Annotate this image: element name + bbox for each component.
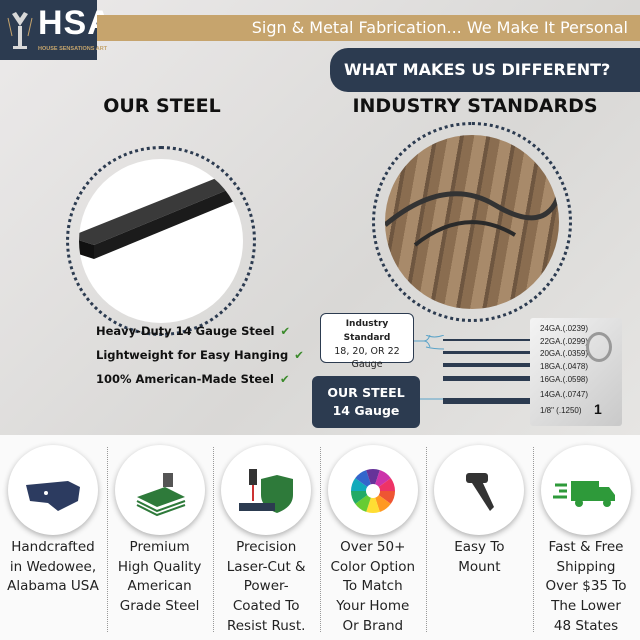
feature-item: Premium High Quality American Grade Steel <box>107 435 213 640</box>
feature-line: Laser-Cut & <box>226 558 306 575</box>
thin-sign-image <box>385 135 559 309</box>
feature-line: Easy To <box>454 539 505 555</box>
feature-line: Over $35 To <box>545 578 627 595</box>
gauge-label: 16GA.(.0598) <box>540 375 589 384</box>
gauge-label: 14GA.(.0747) <box>540 390 589 399</box>
divider <box>213 447 215 632</box>
feature-line: in Wedowee, <box>9 558 97 575</box>
divider <box>533 447 534 632</box>
torch-icon <box>7 12 33 49</box>
feature-line: Over 50+ <box>340 539 406 555</box>
gauge-card: 24GA.(.0239) 22GA.(.0299) 20GA.(.0359) 1… <box>530 318 622 426</box>
gauge-bar <box>443 351 533 354</box>
feature-line: Color Option <box>330 558 416 575</box>
divider <box>106 447 108 632</box>
feature-line: Or Brand <box>342 617 404 634</box>
feature-line: Fast & Free <box>548 539 624 555</box>
industry-standard-box: Industry Standard 18, 20, OR 22 Gauge <box>320 313 414 370</box>
connector-lines <box>414 335 444 400</box>
steel-sheets-icon <box>136 473 185 517</box>
feature-text: Handcrafted in Wedowee, Alabama USA <box>0 538 106 597</box>
gauge-bar <box>443 363 533 367</box>
feature-icon-circle <box>114 445 205 535</box>
feature-item: Over 50+ Color Option To Match Your Home Or … <box>320 435 426 640</box>
gauge-label: 20GA.(.0359) <box>540 349 589 358</box>
logo-subtitle: HOUSE SENSATIONS ART <box>38 46 108 52</box>
dotted-ring <box>372 122 572 322</box>
steel-bar-image <box>79 159 243 323</box>
bullet-item: Heavy-Duty 14 Gauge Steel ✔ <box>96 324 290 338</box>
our-steel-title: OUR STEEL <box>103 95 221 117</box>
feature-icon-circle <box>327 445 418 535</box>
feature-line: Handcrafted <box>11 539 95 555</box>
feature-line: Power- <box>243 578 289 595</box>
gauge-label: 22GA.(.0299) <box>540 337 589 346</box>
key-ring-icon <box>586 332 612 362</box>
industry-box-line2: Gauge <box>351 359 383 370</box>
usa-map-icon <box>26 481 80 511</box>
feature-text: Easy To Mount <box>426 538 532 577</box>
feature-line: Resist Rust. <box>226 617 306 634</box>
feature-icon-circle <box>541 445 631 535</box>
our-steel-box: OUR STEEL 14 Gauge <box>312 376 420 428</box>
hero-section: HSA HOUSE SENSATIONS ART Sign & Metal Fa… <box>0 0 640 435</box>
ruler-mark: 1 <box>594 401 602 417</box>
bullet-text: 100% American-Made Steel <box>96 372 274 386</box>
bullet-item: 100% American-Made Steel ✔ <box>96 372 290 386</box>
feature-icon-circle <box>221 445 312 535</box>
shipping-truck-icon <box>553 481 615 507</box>
laser-shield-icon <box>239 469 294 513</box>
features-section: Handcrafted in Wedowee, Alabama USA Premium… <box>0 435 640 640</box>
feature-line: Alabama USA <box>7 578 99 595</box>
gauge-label: 1/8" (.1250) <box>540 406 582 415</box>
feature-line: Coated To <box>232 598 300 615</box>
industry-standards-title: INDUSTRY STANDARDS <box>352 95 598 117</box>
feature-item: Precision Laser-Cut & Power- Coated To Resis… <box>213 435 319 640</box>
color-wheel-icon <box>350 469 395 513</box>
gauge-label: 18GA.(.0478) <box>540 362 589 371</box>
headline-pill: WHAT MAKES US DIFFERENT? <box>330 48 640 92</box>
feature-icon-circle <box>434 445 525 535</box>
divider <box>426 447 428 632</box>
feature-icon-circle <box>8 445 98 535</box>
feature-line: To Match <box>342 578 403 595</box>
industry-box-title: Industry Standard <box>343 319 391 343</box>
tagline-banner: Sign & Metal Fabrication... We Make It P… <box>97 15 640 41</box>
divider <box>319 447 321 632</box>
gauge-bar <box>443 376 533 381</box>
screw-icon <box>466 473 495 511</box>
feature-item: Fast & Free Shipping Over $35 To The Lower 4… <box>533 435 639 640</box>
our-box-line1: OUR STEEL <box>327 385 405 400</box>
feature-text: Premium High Quality American Grade Steel <box>107 538 213 617</box>
industry-box-line1: 18, 20, OR 22 <box>334 346 400 357</box>
dotted-ring <box>66 146 256 336</box>
check-icon: ✔ <box>294 348 304 362</box>
gauge-label: 24GA.(.0239) <box>540 324 589 333</box>
feature-line: Grade Steel <box>119 598 200 615</box>
feature-item: Easy To Mount <box>426 435 532 640</box>
feature-line: Mount <box>458 558 501 575</box>
feature-text: Over 50+ Color Option To Match Your Home Or … <box>320 538 426 637</box>
check-icon: ✔ <box>279 372 290 386</box>
bullet-text: Lightweight for Easy Hanging <box>96 348 289 362</box>
feature-item: Handcrafted in Wedowee, Alabama USA <box>0 435 106 640</box>
feature-line: 48 States <box>553 617 619 634</box>
feature-line: American <box>127 578 192 595</box>
logo: HSA HOUSE SENSATIONS ART <box>0 0 112 60</box>
feature-line: Premium <box>129 539 190 555</box>
feature-line: The Lower <box>551 598 621 615</box>
feature-line: Your Home <box>336 598 410 615</box>
feature-line: High Quality <box>117 558 202 575</box>
feature-line: Precision <box>236 539 297 555</box>
feature-text: Fast & Free Shipping Over $35 To The Lower 4… <box>533 538 639 637</box>
our-box-line2: 14 Gauge <box>332 403 400 418</box>
gauge-bar <box>443 339 533 341</box>
feature-line: Shipping <box>556 558 616 575</box>
feature-text: Precision Laser-Cut & Power- Coated To Resis… <box>213 538 319 637</box>
check-icon: ✔ <box>280 324 291 338</box>
gauge-bar <box>443 398 533 404</box>
bullet-text: Heavy-Duty 14 Gauge Steel <box>96 324 275 338</box>
bullet-item: Lightweight for Easy Hanging ✔ <box>96 348 304 362</box>
